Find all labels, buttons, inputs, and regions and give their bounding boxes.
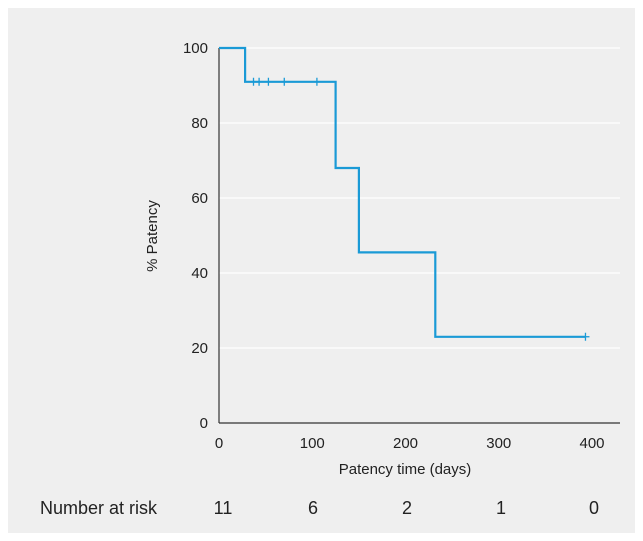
y-tick-label: 60 [191,190,208,207]
x-tick-label: 400 [579,435,604,452]
risk-value: 2 [402,498,412,518]
x-tick-labels: 0 100 200 300 400 [215,435,605,452]
x-tick-label: 300 [486,435,511,452]
risk-value: 0 [589,498,599,518]
y-tick-label: 100 [183,40,208,57]
y-axis-label: % Patency [144,200,161,272]
risk-value: 6 [308,498,318,518]
x-tick-label: 0 [215,435,223,452]
x-tick-label: 200 [393,435,418,452]
survival-step-line [219,46,586,338]
risk-value: 11 [214,498,233,518]
survival-curve [219,46,586,338]
y-tick-label: 80 [191,115,208,132]
y-tick-label: 20 [191,340,208,357]
axes [218,48,620,424]
risk-value: 1 [496,498,506,518]
x-tick-label: 100 [300,435,325,452]
risk-values: 11 6 2 1 0 [214,498,599,518]
y-tick-label: 0 [200,415,208,432]
figure-panel [8,8,635,533]
x-axis-label: Patency time (days) [339,461,472,478]
y-tick-label: 40 [191,265,208,282]
censor-marks [249,77,590,341]
grid-lines [219,47,620,349]
risk-table-label: Number at risk [40,498,158,518]
y-tick-labels: 0 20 40 60 80 100 [183,40,208,432]
